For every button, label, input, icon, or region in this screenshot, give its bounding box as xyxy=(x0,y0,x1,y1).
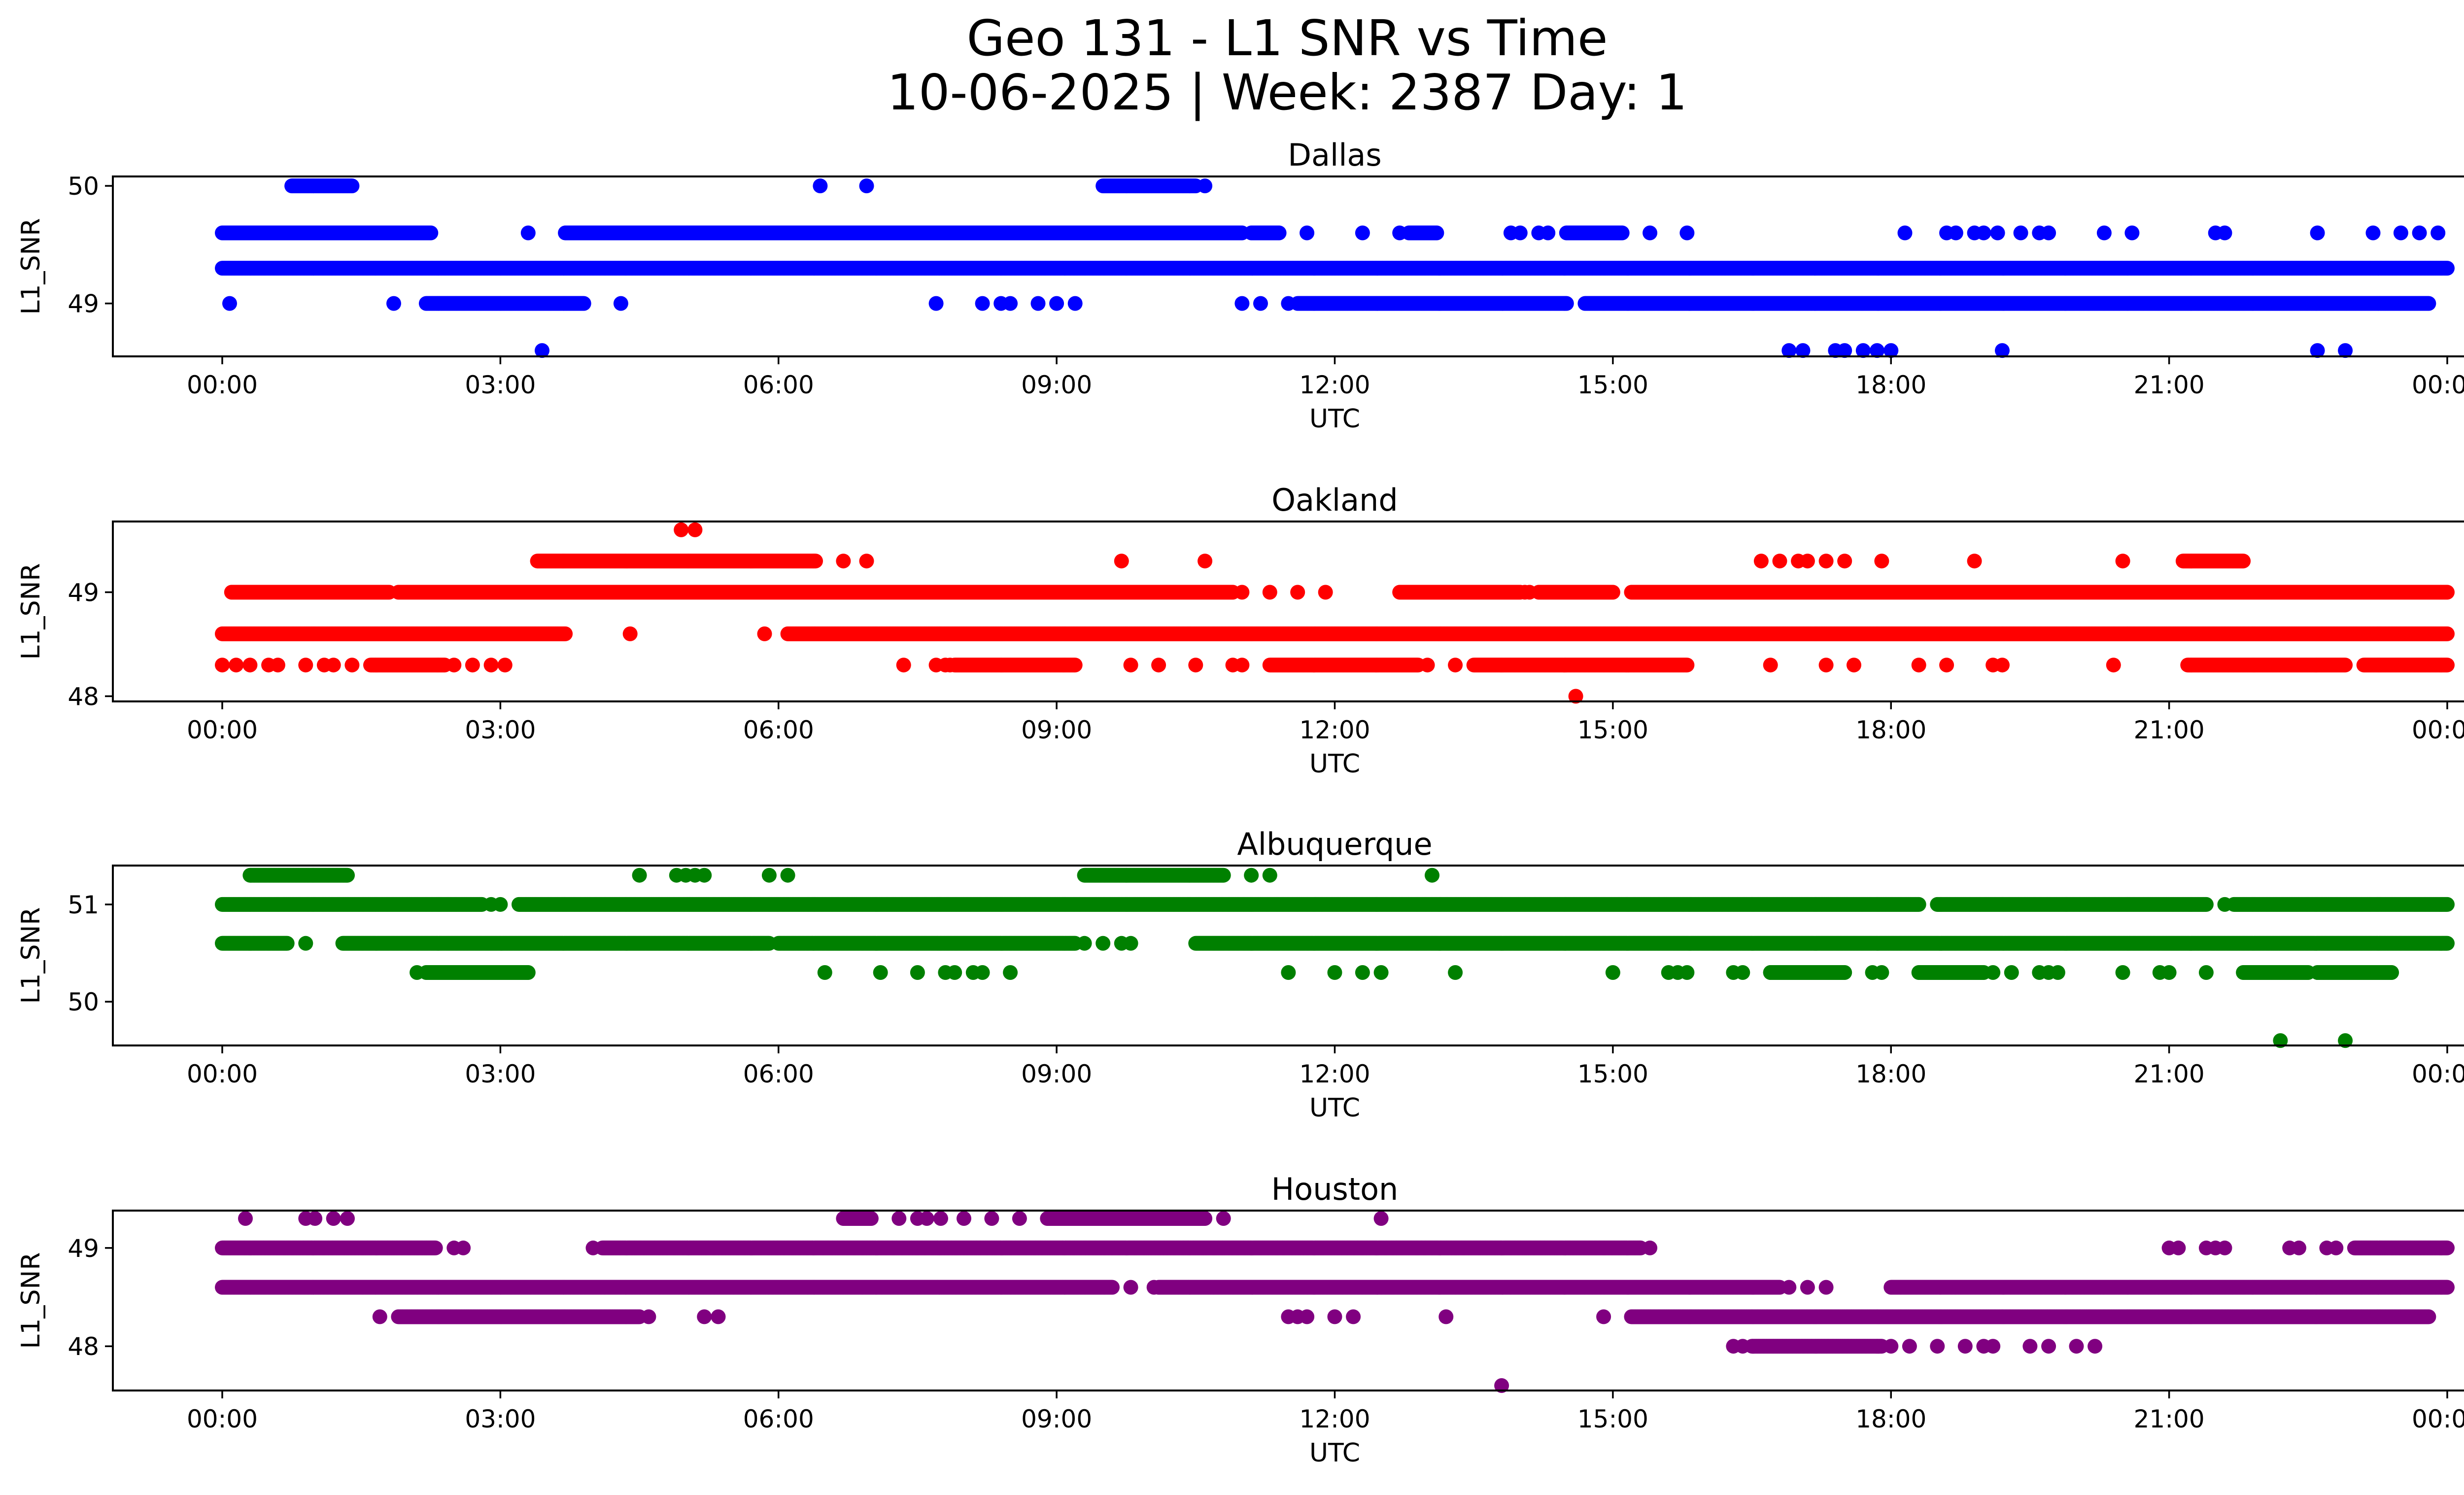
data-point xyxy=(1679,225,1695,241)
data-point xyxy=(2430,225,2446,241)
data-point xyxy=(2365,225,2381,241)
data-point xyxy=(1355,225,1370,241)
data-point xyxy=(2096,225,2112,241)
figure-title-line1: Geo 131 - L1 SNR vs Time xyxy=(967,9,1608,67)
data-point xyxy=(2393,225,2408,241)
data-point xyxy=(1030,296,1046,311)
data-point xyxy=(2310,225,2325,241)
data-point xyxy=(2013,225,2028,241)
data-point xyxy=(1614,225,1630,241)
data-point xyxy=(423,225,439,241)
data-point xyxy=(1429,225,1444,241)
data-point xyxy=(1234,296,1250,311)
data-point xyxy=(520,225,536,241)
data-point xyxy=(1643,225,1658,241)
data-point xyxy=(222,296,237,311)
data-point xyxy=(1540,225,1556,241)
data-point xyxy=(386,296,401,311)
data-point xyxy=(1512,225,1528,241)
data-point xyxy=(344,178,360,194)
data-point xyxy=(975,296,990,311)
figure-title-line2: 10-06-2025 | Week: 2387 Day: 1 xyxy=(887,64,1687,121)
data-point xyxy=(1049,296,1064,311)
data-point xyxy=(576,296,591,311)
data-point xyxy=(1300,225,1315,241)
subplot-dallas: 00:00 03:00 06:00 09:00 12:00 15:00 18:00 21:00… xyxy=(16,137,2464,434)
data-point xyxy=(2124,225,2140,241)
data-point xyxy=(1281,296,1296,311)
subplots: 00:00 03:00 06:00 09:00 12:00 15:00 18:00 21:00… xyxy=(16,137,2464,1468)
data-point xyxy=(1976,225,1991,241)
data-point xyxy=(1253,296,1268,311)
data-point xyxy=(1392,225,1407,241)
data-point xyxy=(1990,225,2005,241)
data-point xyxy=(2041,225,2056,241)
data-point xyxy=(928,296,944,311)
data-point xyxy=(1948,225,1963,241)
data-point xyxy=(1897,225,1913,241)
scatter-points xyxy=(215,178,2455,358)
data-point xyxy=(2217,225,2232,241)
data-point xyxy=(1559,296,1574,311)
data-point xyxy=(2440,261,2455,276)
data-point xyxy=(1067,296,1083,311)
data-point xyxy=(1271,225,1287,241)
data-point xyxy=(2412,225,2427,241)
data-point xyxy=(1003,296,1018,311)
data-point xyxy=(2421,296,2436,311)
data-point xyxy=(613,296,628,311)
